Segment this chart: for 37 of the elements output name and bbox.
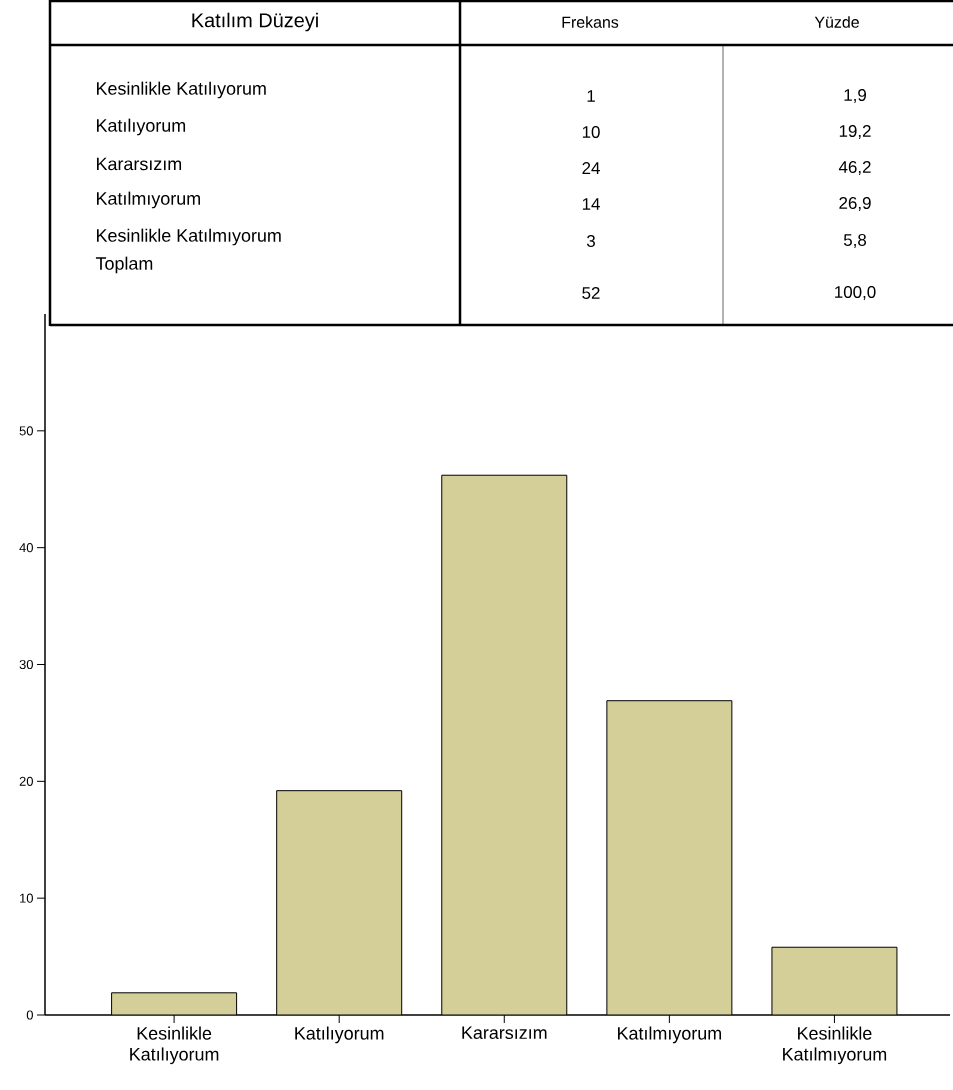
text: 26,9 <box>839 196 871 211</box>
text: 52 <box>582 286 600 299</box>
category-label: Toplam <box>95 256 153 274</box>
text: 3 <box>586 234 595 247</box>
text: 19,2 <box>839 124 871 139</box>
category-label: Kesinlikle Katılıyorum <box>96 81 266 99</box>
text: 24 <box>582 162 600 174</box>
bar <box>606 700 733 1015</box>
y-tick-label: 30 <box>19 659 33 670</box>
bar <box>771 946 898 1015</box>
x-tick-label: Kararsızım <box>462 1026 547 1040</box>
text: 10 <box>582 125 600 138</box>
x-tick-label: Kesinlikle Katılmıyorum <box>783 1026 887 1065</box>
y-tick-label: 40 <box>19 543 33 553</box>
text: 46,2 <box>838 160 871 175</box>
y-tick-label: 20 <box>19 776 33 786</box>
x-tick-label: Katılıyorum <box>295 1026 384 1044</box>
bar <box>441 474 568 1015</box>
bar <box>276 790 403 1015</box>
text: Frekans <box>562 16 619 28</box>
text: 5,8 <box>843 233 867 248</box>
x-tick-label: Kesinlikle Katılıyorum <box>130 1026 219 1065</box>
text: 1,9 <box>844 88 866 103</box>
category-label: Katılıyorum <box>96 118 186 136</box>
text: 1 <box>587 90 595 102</box>
y-tick-label: 10 <box>20 893 33 903</box>
text: 100,0 <box>835 285 876 300</box>
text: Yüzde <box>814 16 859 28</box>
text: Katılım Düzeyi <box>192 12 318 32</box>
y-tick-label: 50 <box>19 426 33 436</box>
category-label: Kesinlikle Katılmıyorum <box>96 228 281 246</box>
x-tick-label: Katılmıyorum <box>618 1026 721 1044</box>
text: 14 <box>582 198 600 210</box>
category-label: Katılmıyorum <box>96 191 200 209</box>
category-label: Kararsızım <box>96 157 182 171</box>
bar <box>111 992 238 1015</box>
y-tick-label: 0 <box>26 1010 33 1020</box>
